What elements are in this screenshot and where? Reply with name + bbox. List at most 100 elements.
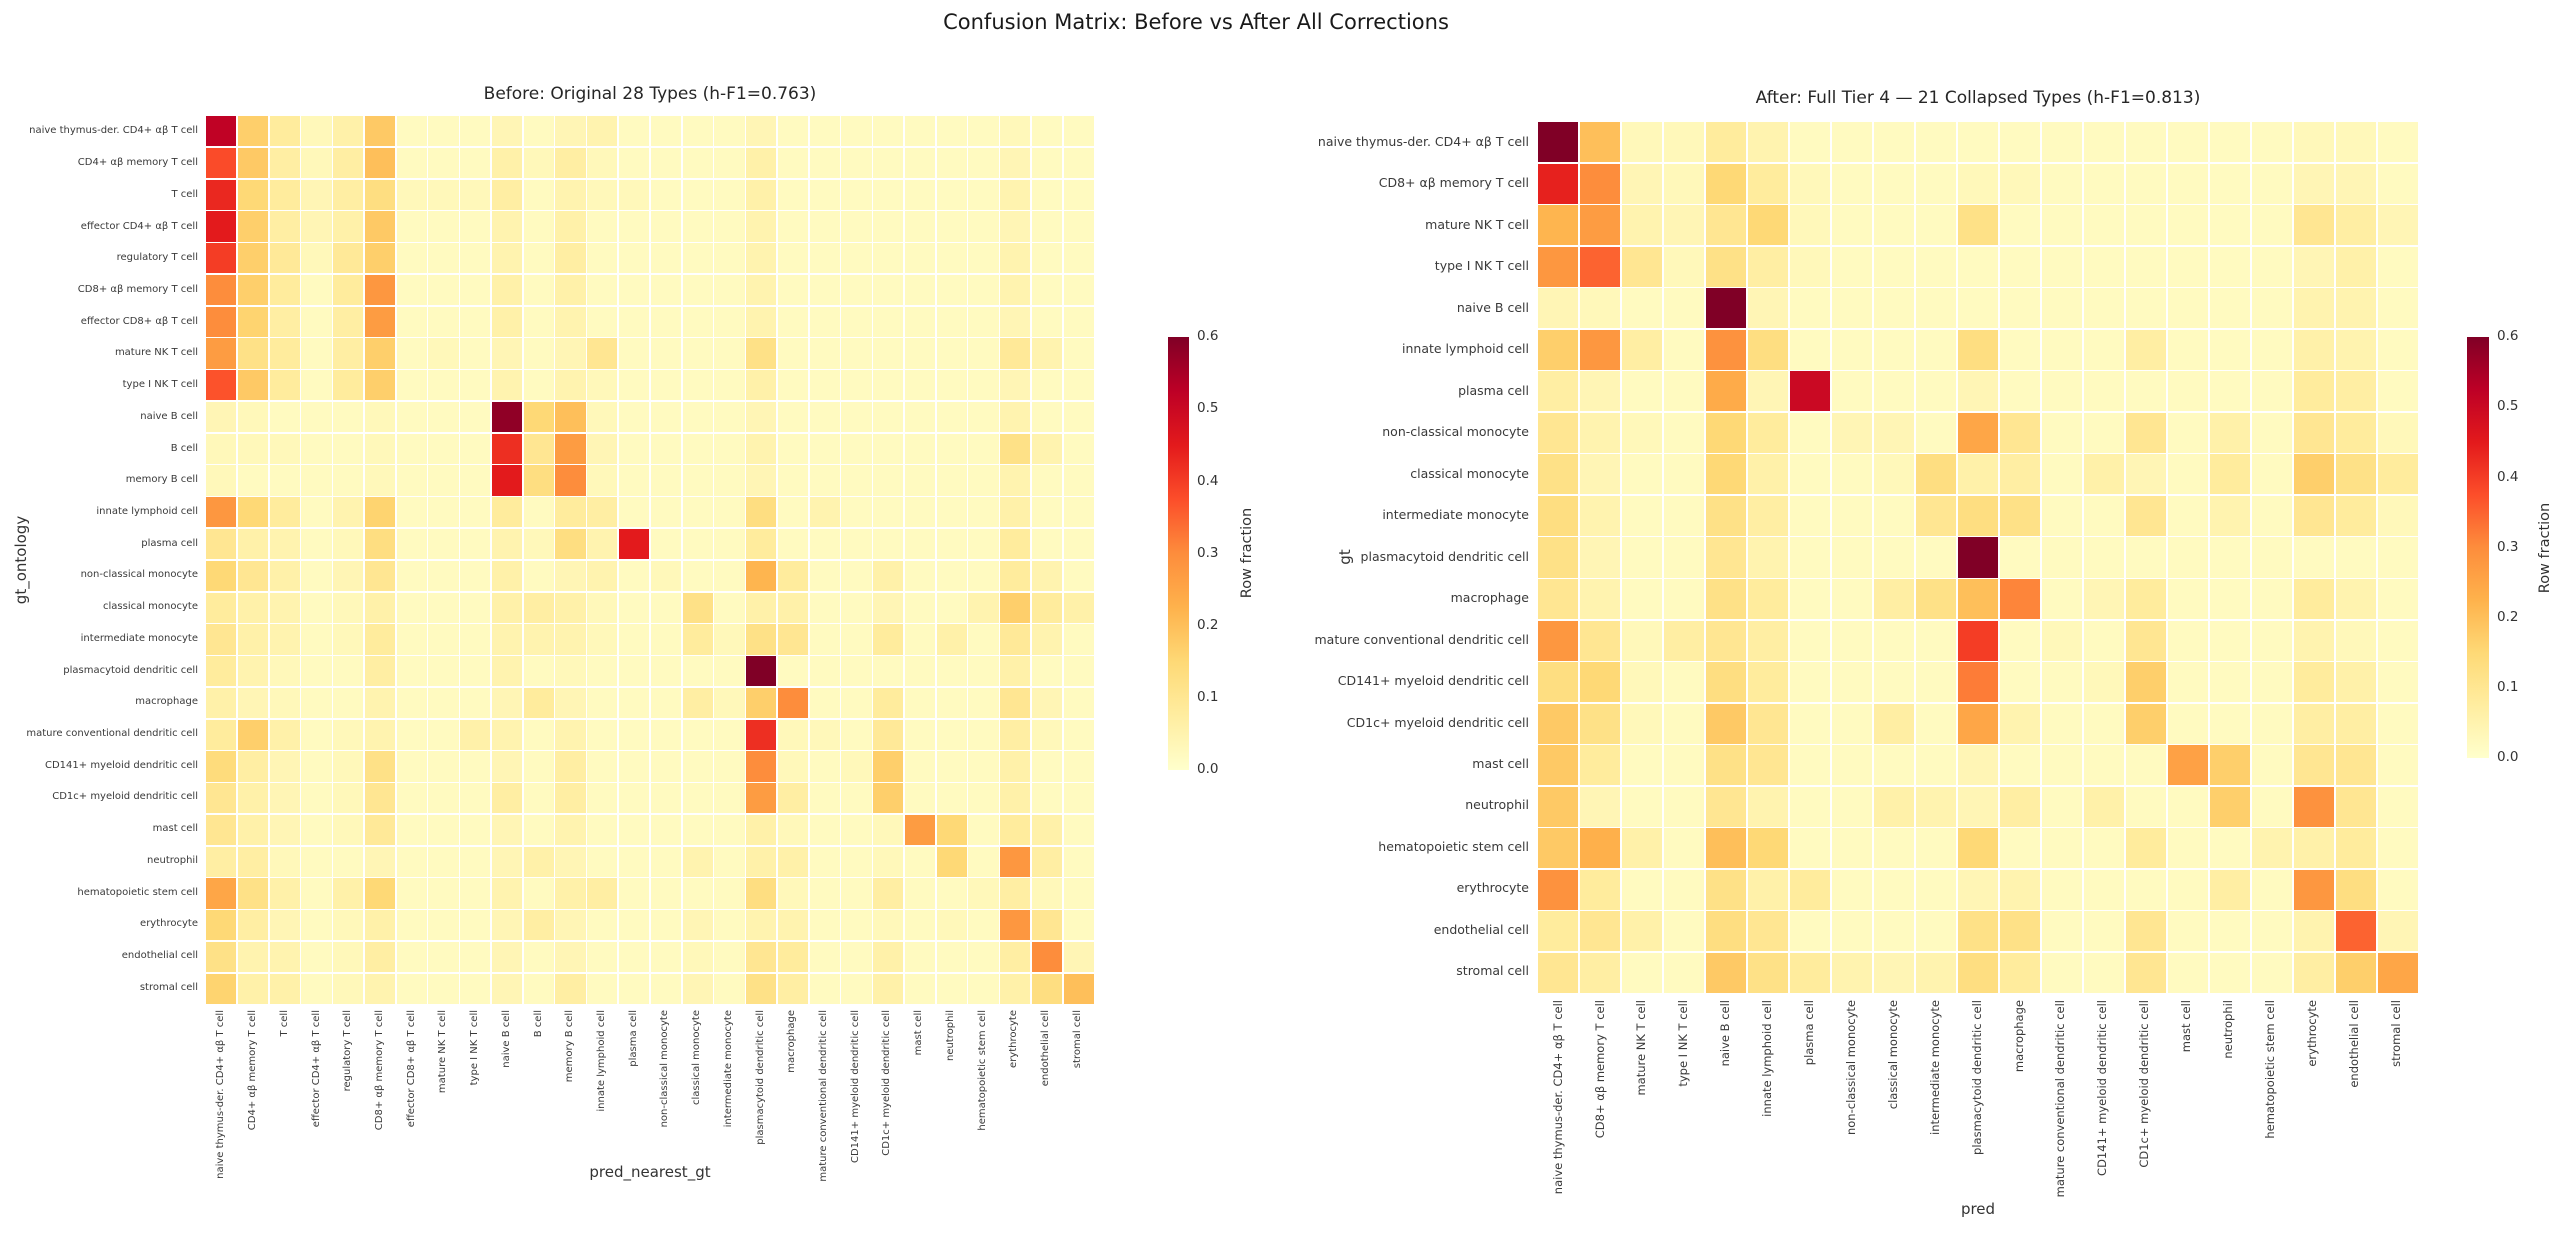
heatmap-cell bbox=[618, 560, 650, 592]
heatmap-cell bbox=[2377, 495, 2418, 536]
heatmap-cell bbox=[1873, 828, 1915, 869]
heatmap-cell bbox=[2125, 745, 2167, 786]
heatmap-cell bbox=[396, 687, 427, 719]
heatmap-cell bbox=[301, 656, 332, 687]
heatmap-cell bbox=[301, 973, 332, 1004]
heatmap-cell bbox=[968, 465, 999, 496]
heatmap-cell bbox=[2167, 205, 2209, 246]
heatmap-cell bbox=[777, 179, 809, 210]
heatmap-cell bbox=[618, 941, 650, 973]
heatmap-cell bbox=[650, 687, 682, 719]
figure-title: Confusion Matrix: Before vs After All Co… bbox=[943, 10, 1449, 34]
heatmap-cell bbox=[873, 719, 904, 750]
heatmap-cell bbox=[491, 973, 523, 1004]
heatmap-cell bbox=[936, 528, 967, 560]
heatmap-cell bbox=[523, 560, 554, 592]
heatmap-cell bbox=[2041, 412, 2083, 453]
heatmap-cell bbox=[618, 179, 650, 210]
heatmap-cell bbox=[618, 687, 650, 719]
heatmap-cell bbox=[809, 846, 840, 877]
heatmap-cell bbox=[904, 274, 936, 306]
heatmap-cell bbox=[2293, 205, 2335, 246]
heatmap-cell bbox=[2377, 828, 2418, 869]
heatmap-cell bbox=[968, 528, 999, 560]
heatmap-cell bbox=[1000, 846, 1031, 877]
heatmap-cell bbox=[1579, 703, 1621, 744]
y-tick-label: erythrocyte bbox=[1456, 880, 1529, 896]
heatmap-cell bbox=[1747, 745, 1789, 786]
heatmap-cell bbox=[968, 497, 999, 528]
heatmap-cell bbox=[1873, 620, 1915, 661]
heatmap-cell bbox=[301, 624, 332, 655]
heatmap-cell bbox=[2083, 537, 2125, 578]
heatmap-cell bbox=[1957, 828, 1999, 869]
heatmap-cell bbox=[396, 624, 427, 655]
heatmap-cell bbox=[904, 624, 936, 655]
heatmap-cell bbox=[301, 306, 332, 337]
heatmap-cell bbox=[237, 401, 269, 433]
y-tick-label: non-classical monocyte bbox=[1382, 424, 1529, 440]
heatmap-cell bbox=[2041, 911, 2083, 952]
heatmap-cell bbox=[301, 116, 332, 147]
heatmap-cell bbox=[2251, 786, 2293, 827]
heatmap-cell bbox=[841, 973, 872, 1004]
heatmap-cell bbox=[491, 306, 523, 337]
heatmap-cell bbox=[206, 973, 237, 1004]
heatmap-cell bbox=[1831, 412, 1873, 453]
heatmap-cell bbox=[2167, 952, 2209, 993]
heatmap-cell bbox=[1621, 205, 1663, 246]
heatmap-cell bbox=[396, 751, 427, 782]
heatmap-cell bbox=[2335, 745, 2377, 786]
heatmap-cell bbox=[1831, 122, 1873, 163]
heatmap-cell bbox=[2251, 537, 2293, 578]
y-tick-label: naive thymus-der. CD4+ αβ T cell bbox=[1317, 133, 1529, 149]
heatmap-cell bbox=[587, 910, 618, 941]
heatmap-cell bbox=[555, 656, 586, 687]
heatmap-cell bbox=[1000, 941, 1031, 973]
heatmap-cell bbox=[873, 243, 904, 274]
heatmap-cell bbox=[555, 846, 586, 877]
heatmap-cell bbox=[2209, 205, 2251, 246]
heatmap-cell bbox=[1000, 783, 1031, 814]
heatmap-cell bbox=[650, 306, 682, 337]
heatmap-cell bbox=[1063, 846, 1094, 877]
heatmap-cell bbox=[682, 783, 713, 814]
heatmap-cell bbox=[1747, 246, 1789, 287]
heatmap-cell bbox=[1705, 122, 1747, 163]
heatmap-cell bbox=[206, 656, 237, 687]
heatmap-cell bbox=[2251, 869, 2293, 910]
heatmap-cell bbox=[777, 147, 809, 179]
heatmap-cell bbox=[491, 274, 523, 306]
heatmap-cell bbox=[269, 814, 300, 846]
heatmap-cell bbox=[1663, 454, 1705, 495]
heatmap-cell bbox=[206, 528, 237, 560]
heatmap-cell bbox=[2335, 662, 2377, 703]
heatmap-cell bbox=[2083, 412, 2125, 453]
heatmap-cell bbox=[841, 656, 872, 687]
heatmap-cell bbox=[1621, 246, 1663, 287]
x-tick-label: neutrophil bbox=[2221, 1000, 2236, 1059]
heatmap-cell bbox=[1957, 122, 1999, 163]
heatmap-cell bbox=[2209, 288, 2251, 329]
heatmap-cell bbox=[2335, 288, 2377, 329]
heatmap-cell bbox=[1957, 246, 1999, 287]
heatmap-cell bbox=[936, 116, 967, 147]
heatmap-cell bbox=[714, 497, 745, 528]
heatmap-cell bbox=[2377, 911, 2418, 952]
heatmap-cell bbox=[237, 338, 269, 369]
heatmap-cell bbox=[587, 433, 618, 464]
heatmap-cell bbox=[968, 719, 999, 750]
heatmap-cell bbox=[1538, 288, 1579, 329]
heatmap-cell bbox=[1957, 495, 1999, 536]
heatmap-cell bbox=[1999, 329, 2041, 370]
heatmap-cell bbox=[841, 465, 872, 496]
x-tick-label: classical monocyte bbox=[1885, 1000, 1900, 1110]
heatmap-cell bbox=[1705, 952, 1747, 993]
heatmap-cell bbox=[396, 465, 427, 496]
heatmap-cell bbox=[650, 465, 682, 496]
heatmap-cell bbox=[2377, 205, 2418, 246]
heatmap-cell bbox=[2293, 828, 2335, 869]
heatmap-cell bbox=[428, 878, 459, 909]
heatmap-cell bbox=[2041, 579, 2083, 620]
heatmap-cell bbox=[396, 878, 427, 909]
